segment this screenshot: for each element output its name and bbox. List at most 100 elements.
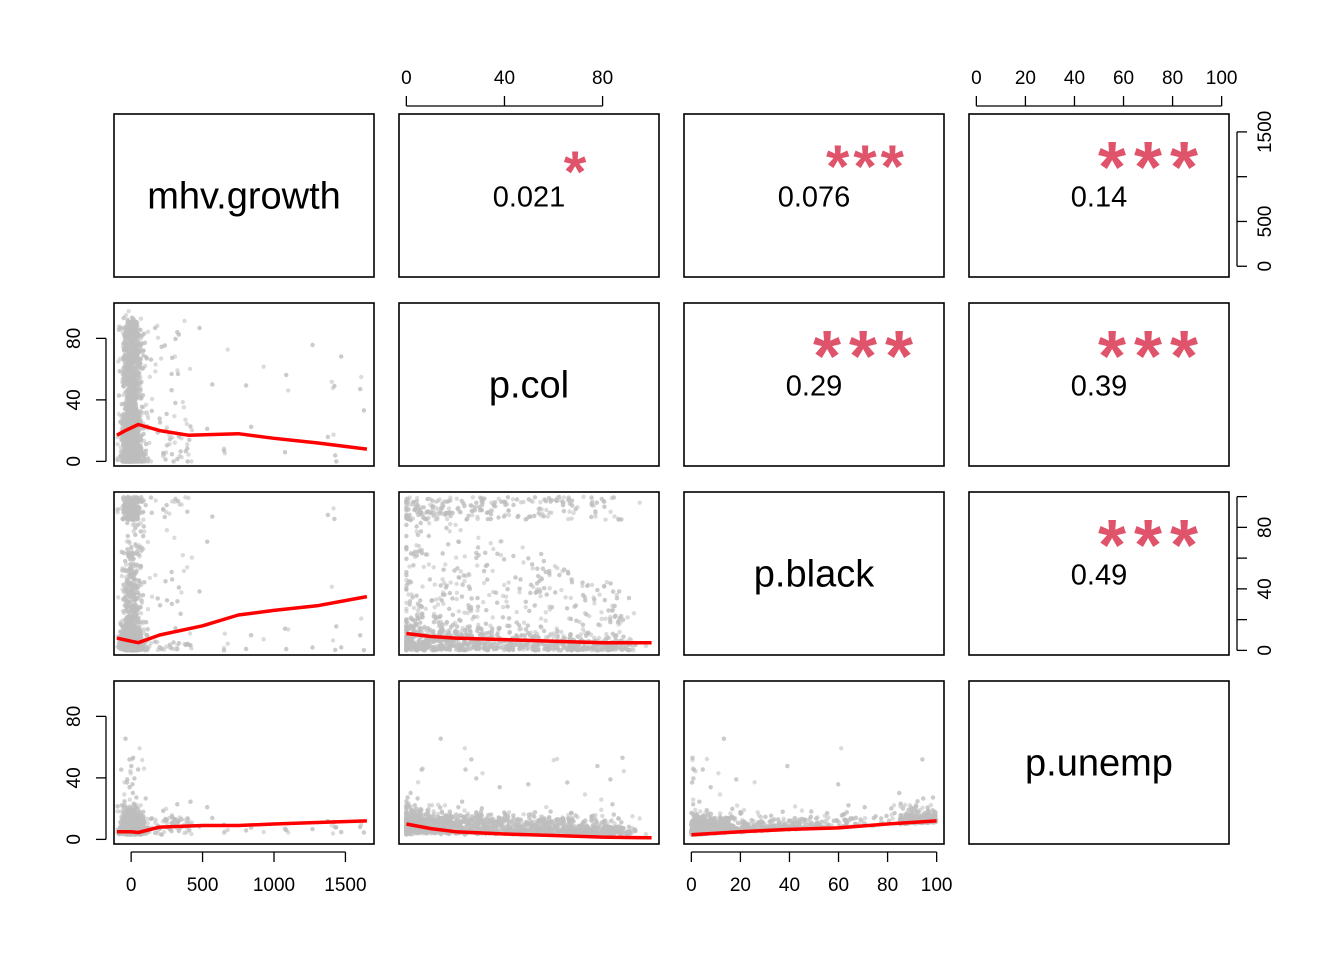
scatter-point <box>432 582 437 587</box>
scatter-point <box>125 547 130 552</box>
scatter-point <box>173 336 178 342</box>
scatter-point <box>520 545 525 550</box>
scatter-point <box>261 364 266 369</box>
scatter-point <box>167 642 173 647</box>
scatter-point <box>325 434 331 440</box>
scatter-point <box>145 539 151 545</box>
scatter-point <box>123 558 128 564</box>
scatter-point <box>189 459 194 464</box>
scatter-point <box>141 509 146 515</box>
scatter-point <box>126 567 132 572</box>
scatter-point <box>282 450 288 455</box>
scatter-point <box>133 379 139 384</box>
scatter-point <box>116 595 121 600</box>
scatter-point <box>117 369 122 374</box>
scatter-point <box>149 408 154 414</box>
scatter-point <box>133 532 138 537</box>
scatter-point <box>123 500 128 505</box>
scatter-point <box>126 632 131 638</box>
scatter-point <box>448 580 453 585</box>
scatter-point <box>189 555 195 560</box>
scatter-point <box>162 514 167 520</box>
scatter-point <box>118 620 123 625</box>
scatter-point <box>119 402 125 407</box>
scatter-point <box>142 580 147 585</box>
scatter-point <box>248 633 254 638</box>
scatter-point <box>332 383 337 389</box>
scatter-point <box>131 402 136 407</box>
scatter-point <box>155 596 160 601</box>
scatter-point <box>135 419 141 424</box>
scatter-point <box>143 452 148 457</box>
scatter-point <box>161 507 166 512</box>
scatter-point <box>538 594 543 599</box>
scatter-point <box>153 369 158 374</box>
scatter-point <box>188 424 193 429</box>
scatter-point <box>133 319 138 324</box>
scatter-point <box>446 506 452 511</box>
scatter-point <box>310 342 315 348</box>
scatter-point <box>129 368 135 374</box>
scatter-point <box>358 633 363 638</box>
scatter-point <box>559 587 564 593</box>
scatter-point <box>131 577 137 582</box>
scatter-point <box>139 395 144 400</box>
scatter-point <box>506 580 511 585</box>
scatter-point <box>169 371 174 377</box>
scatter-point <box>153 573 158 578</box>
scatter-point <box>462 554 467 559</box>
scatter-point <box>183 417 188 422</box>
scatter-point <box>175 499 181 504</box>
scatter-point <box>141 533 146 539</box>
scatter-point <box>186 452 191 457</box>
scatter-point <box>504 599 509 604</box>
scatter-point <box>142 340 148 345</box>
scatter-point <box>116 642 122 647</box>
scatter-point <box>141 365 146 371</box>
scatter-point <box>339 645 344 650</box>
scatter-point <box>127 355 133 360</box>
scatter-point <box>133 365 138 370</box>
scatter-point <box>135 351 141 356</box>
scatter-point <box>157 420 163 425</box>
scatter-point <box>126 435 132 441</box>
scatter-point <box>144 620 149 625</box>
scatter-point <box>592 601 597 606</box>
scatter-point <box>136 332 141 337</box>
scatter-point <box>180 399 185 405</box>
scatter-point <box>143 402 149 407</box>
scatter-point <box>470 495 475 500</box>
scatter-point <box>175 371 181 377</box>
scatter-point <box>126 458 131 463</box>
scatter-point <box>189 428 195 433</box>
scatter-point <box>131 348 136 353</box>
scatter-point <box>423 606 428 611</box>
scatter-point <box>175 647 180 652</box>
scatter-point <box>157 416 162 421</box>
scatter-point <box>131 436 137 442</box>
scatter-point <box>433 511 438 516</box>
scatter-point <box>122 364 127 369</box>
scatter-point <box>129 507 134 512</box>
scatter-point <box>603 616 608 621</box>
scatter-point <box>125 533 130 539</box>
scatter-point <box>164 502 169 508</box>
scatter-point <box>127 551 132 556</box>
scatter-point <box>152 325 158 331</box>
scatter-point <box>163 457 168 462</box>
scatter-point <box>210 382 215 387</box>
scatter-point <box>169 601 175 607</box>
scatter-point <box>136 496 141 501</box>
scatter-point <box>129 555 134 561</box>
scatter-point <box>123 417 129 422</box>
scatter-point <box>329 584 334 589</box>
scatter-point <box>170 577 175 582</box>
scatter-point <box>282 626 288 631</box>
scatter-point <box>568 595 573 601</box>
scatter-point <box>170 355 175 360</box>
scatter-point <box>123 406 128 411</box>
scatter-point <box>124 402 129 408</box>
scatter-point <box>180 553 185 558</box>
scatter-point <box>122 622 128 627</box>
scatter-point <box>222 631 227 636</box>
